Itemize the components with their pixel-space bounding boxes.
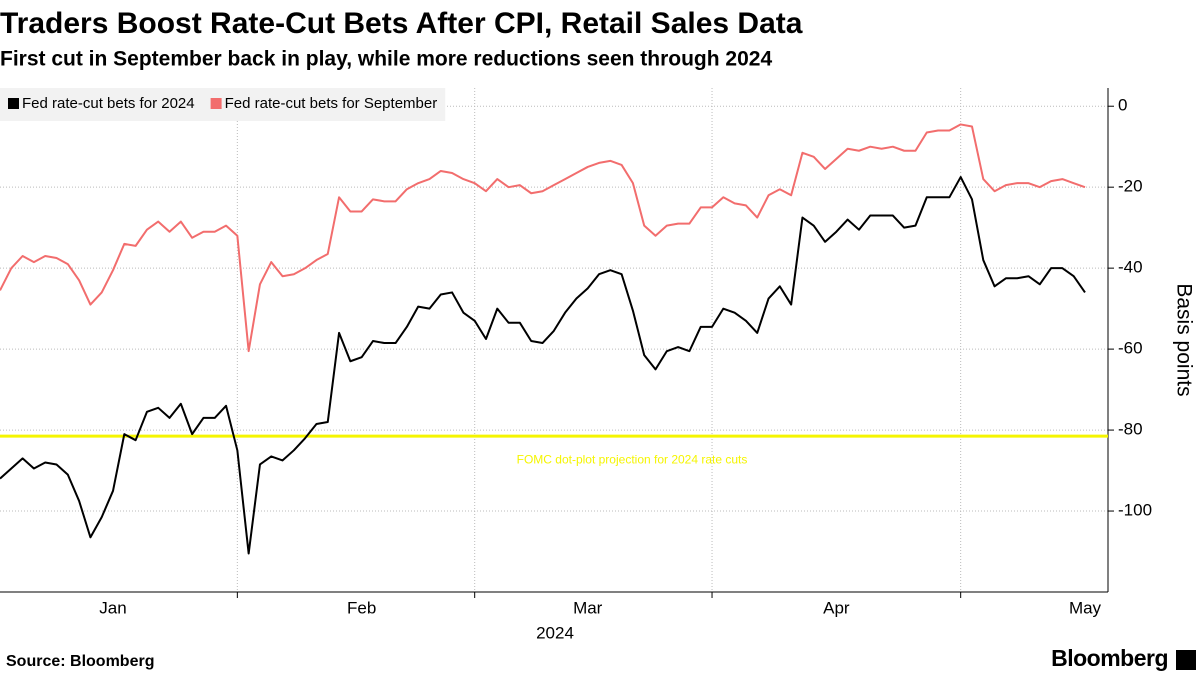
legend: Fed rate-cut bets for 2024 Fed rate-cut b… (0, 88, 446, 121)
legend-entry: Fed rate-cut bets for September (225, 95, 438, 112)
legend-background (0, 88, 446, 121)
x-tick-label: Feb (347, 598, 376, 617)
source: Source: Bloomberg (6, 653, 154, 670)
x-tick-label: Jan (99, 598, 126, 617)
y-tick-label: 0 (1118, 96, 1127, 115)
series-line (0, 176, 1086, 555)
chart-title: Traders Boost Rate-Cut Bets After CPI, R… (0, 7, 803, 40)
y-tick-label: -80 (1118, 420, 1143, 439)
chart-subtitle: First cut in September back in play, whi… (0, 48, 772, 71)
x-axis-label: 2024 (536, 623, 574, 642)
y-tick-label: -60 (1118, 339, 1143, 358)
x-tick-label: Apr (823, 598, 850, 617)
brand-icon (1176, 650, 1196, 670)
y-tick-label: -100 (1118, 501, 1152, 520)
reference-label: FOMC dot-plot projection for 2024 rate c… (517, 452, 748, 466)
series-line (0, 123, 1086, 353)
y-tick-label: -20 (1118, 177, 1143, 196)
y-tick-label: -40 (1118, 258, 1143, 277)
legend-swatch (8, 98, 19, 109)
x-tick-label: May (1069, 598, 1102, 617)
x-tick-label: Mar (573, 598, 603, 617)
legend-entry: Fed rate-cut bets for 2024 (22, 95, 195, 112)
brand: Bloomberg (1051, 645, 1168, 671)
y-axis-label: Basis points (1172, 283, 1195, 396)
legend-swatch (210, 98, 222, 109)
